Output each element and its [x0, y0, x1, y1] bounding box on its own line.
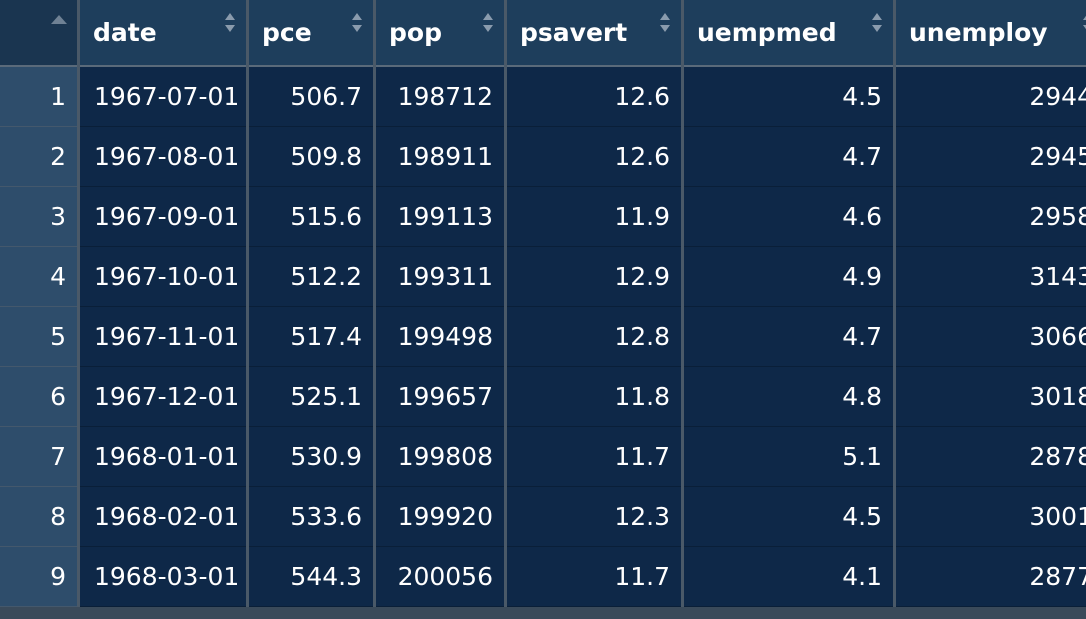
- column-header-label: pce: [262, 18, 312, 47]
- row-index: 5: [0, 307, 77, 367]
- sort-updown-icon[interactable]: [1082, 12, 1086, 34]
- table-cell-date[interactable]: 1967-11-01: [80, 307, 246, 367]
- table-cell-unemploy[interactable]: 3001: [896, 487, 1086, 547]
- table-cell-pop[interactable]: 199113: [376, 187, 504, 247]
- column-header-pce[interactable]: pce: [249, 0, 373, 67]
- table-cell-psavert[interactable]: 11.7: [507, 427, 681, 487]
- table-cell-uempmed[interactable]: 4.8: [684, 367, 893, 427]
- column-header-date[interactable]: date: [80, 0, 246, 67]
- column-header-pop[interactable]: pop: [376, 0, 504, 67]
- table-cell-date[interactable]: 1968-02-01: [80, 487, 246, 547]
- table-cell-date[interactable]: 1968-03-01: [80, 547, 246, 607]
- table-cell-pop[interactable]: 200056: [376, 547, 504, 607]
- table-cell-date[interactable]: 1968-01-01: [80, 427, 246, 487]
- row-index: 8: [0, 487, 77, 547]
- column-header-unemploy[interactable]: unemploy: [896, 0, 1086, 67]
- table-cell-uempmed[interactable]: 5.1: [684, 427, 893, 487]
- table-cell-date[interactable]: 1967-10-01: [80, 247, 246, 307]
- table-cell-unemploy[interactable]: 3018: [896, 367, 1086, 427]
- horizontal-scrollbar[interactable]: [0, 607, 1086, 619]
- row-index-header[interactable]: [0, 0, 77, 67]
- table-cell-pop[interactable]: 199311: [376, 247, 504, 307]
- row-index: 3: [0, 187, 77, 247]
- table-cell-pop[interactable]: 199920: [376, 487, 504, 547]
- table-cell-psavert[interactable]: 12.6: [507, 67, 681, 127]
- table-cell-unemploy[interactable]: 2877: [896, 547, 1086, 607]
- sort-updown-icon[interactable]: [224, 12, 236, 34]
- table-cell-pce[interactable]: 512.2: [249, 247, 373, 307]
- table-cell-unemploy[interactable]: 3143: [896, 247, 1086, 307]
- table-cell-date[interactable]: 1967-08-01: [80, 127, 246, 187]
- row-index: 2: [0, 127, 77, 187]
- sort-up-icon: [51, 15, 67, 24]
- column-header-label: unemploy: [909, 18, 1048, 47]
- sort-updown-icon[interactable]: [351, 12, 363, 34]
- table-cell-psavert[interactable]: 12.8: [507, 307, 681, 367]
- table-cell-date[interactable]: 1967-09-01: [80, 187, 246, 247]
- table-cell-psavert[interactable]: 11.9: [507, 187, 681, 247]
- table-cell-uempmed[interactable]: 4.5: [684, 487, 893, 547]
- table-cell-unemploy[interactable]: 2944: [896, 67, 1086, 127]
- table-cell-pce[interactable]: 506.7: [249, 67, 373, 127]
- table-cell-pce[interactable]: 517.4: [249, 307, 373, 367]
- table-cell-pce[interactable]: 509.8: [249, 127, 373, 187]
- table-cell-pop[interactable]: 198712: [376, 67, 504, 127]
- row-index: 9: [0, 547, 77, 607]
- table-cell-pce[interactable]: 544.3: [249, 547, 373, 607]
- table-cell-uempmed[interactable]: 4.7: [684, 307, 893, 367]
- table-cell-pce[interactable]: 530.9: [249, 427, 373, 487]
- table-cell-psavert[interactable]: 11.7: [507, 547, 681, 607]
- table-cell-psavert[interactable]: 12.9: [507, 247, 681, 307]
- table-cell-pop[interactable]: 199657: [376, 367, 504, 427]
- row-index: 4: [0, 247, 77, 307]
- sort-updown-icon[interactable]: [659, 12, 671, 34]
- row-index: 1: [0, 67, 77, 127]
- table-cell-date[interactable]: 1967-07-01: [80, 67, 246, 127]
- table-cell-pop[interactable]: 198911: [376, 127, 504, 187]
- sort-updown-icon[interactable]: [871, 12, 883, 34]
- table-cell-uempmed[interactable]: 4.1: [684, 547, 893, 607]
- table-cell-date[interactable]: 1967-12-01: [80, 367, 246, 427]
- table-cell-uempmed[interactable]: 4.9: [684, 247, 893, 307]
- table-cell-pce[interactable]: 525.1: [249, 367, 373, 427]
- table-cell-pce[interactable]: 515.6: [249, 187, 373, 247]
- table-cell-uempmed[interactable]: 4.6: [684, 187, 893, 247]
- row-index: 6: [0, 367, 77, 427]
- table-cell-unemploy[interactable]: 2945: [896, 127, 1086, 187]
- row-index: 7: [0, 427, 77, 487]
- table-cell-unemploy[interactable]: 2958: [896, 187, 1086, 247]
- column-header-label: pop: [389, 18, 442, 47]
- table-cell-psavert[interactable]: 12.6: [507, 127, 681, 187]
- sort-updown-icon[interactable]: [482, 12, 494, 34]
- table-cell-psavert[interactable]: 11.8: [507, 367, 681, 427]
- table-cell-uempmed[interactable]: 4.5: [684, 67, 893, 127]
- table-cell-pce[interactable]: 533.6: [249, 487, 373, 547]
- table-cell-pop[interactable]: 199808: [376, 427, 504, 487]
- table-cell-pop[interactable]: 199498: [376, 307, 504, 367]
- table-cell-uempmed[interactable]: 4.7: [684, 127, 893, 187]
- column-header-psavert[interactable]: psavert: [507, 0, 681, 67]
- column-header-label: uempmed: [697, 18, 837, 47]
- column-header-label: psavert: [520, 18, 628, 47]
- column-header-label: date: [93, 18, 157, 47]
- table-cell-psavert[interactable]: 12.3: [507, 487, 681, 547]
- column-header-uempmed[interactable]: uempmed: [684, 0, 893, 67]
